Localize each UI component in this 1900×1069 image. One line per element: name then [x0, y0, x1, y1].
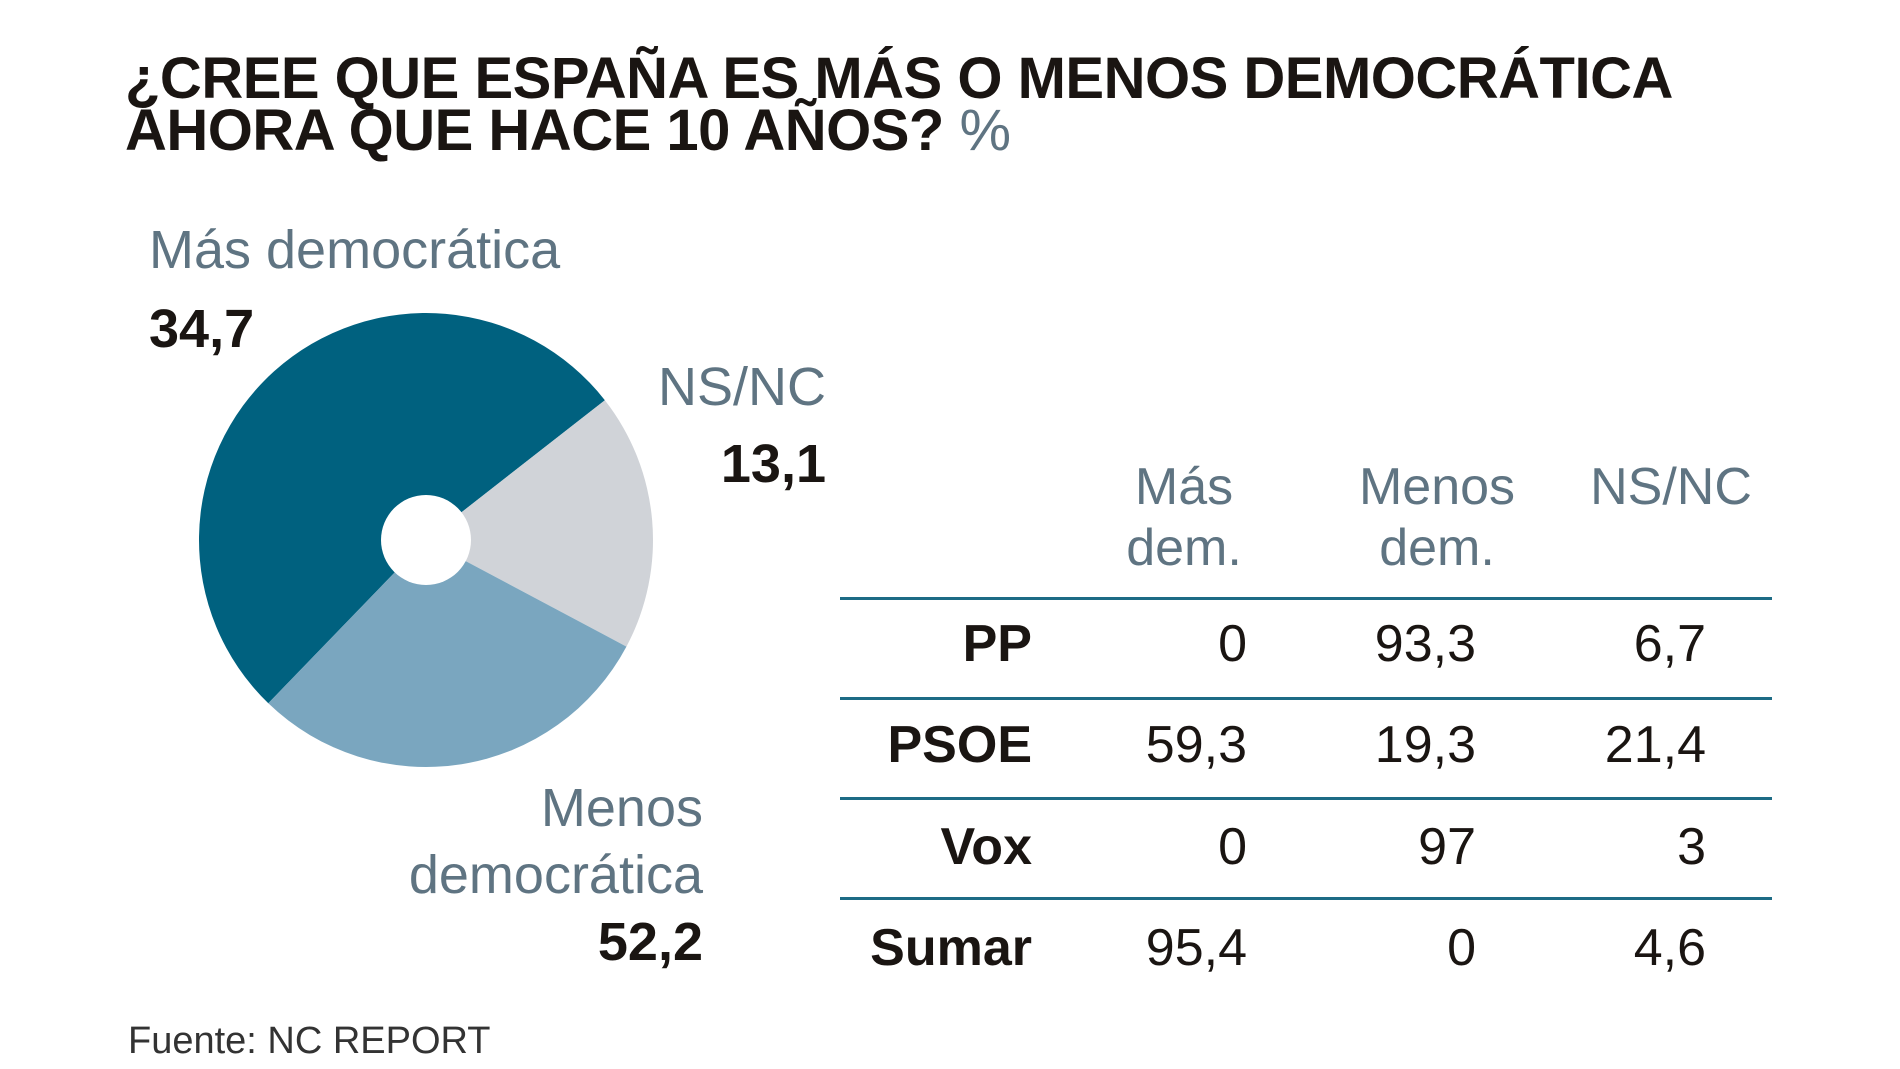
- table-cell: 95,4: [1145, 919, 1247, 977]
- table-rule: [840, 597, 1772, 600]
- chart-title-line2: AHORA QUE HACE 10 AÑOS? %: [125, 96, 1011, 166]
- col-header-nsnc: NS/NC: [1590, 458, 1752, 516]
- col-header-mas-2: dem.: [1126, 519, 1242, 577]
- source-note: Fuente: NC REPORT: [128, 1020, 491, 1062]
- row-party: Vox: [940, 818, 1032, 876]
- slice-value-nsnc: 13,1: [720, 434, 826, 494]
- table-cell: 59,3: [1145, 716, 1247, 774]
- slice-label-nsnc: NS/NC: [657, 357, 826, 417]
- table-rule: [840, 697, 1772, 700]
- chart-title-line1: ¿CREE QUE ESPAÑA ES MÁS O MENOS DEMOCRÁT…: [125, 46, 1673, 111]
- donut-hole: [381, 495, 471, 585]
- unit-label: %: [959, 98, 1011, 163]
- slice-label-menos-2: democrática: [408, 845, 703, 905]
- table-cell: 6,7: [1633, 615, 1706, 673]
- table-cell: 21,4: [1604, 716, 1706, 774]
- title-text: AHORA QUE HACE 10 AÑOS?: [125, 98, 944, 163]
- row-party: Sumar: [870, 919, 1032, 977]
- row-party: PP: [962, 615, 1032, 673]
- slice-label-mas: Más democrática: [149, 220, 561, 280]
- table-cell: 0: [1218, 615, 1247, 673]
- table-cell: 3: [1677, 818, 1706, 876]
- slice-value-menos: 52,2: [597, 912, 703, 972]
- slice-value-mas: 34,7: [149, 299, 255, 359]
- table-cell: 4,6: [1633, 919, 1706, 977]
- table-rule: [840, 897, 1772, 900]
- col-header-mas-1: Más: [1134, 458, 1234, 516]
- table-cell: 97: [1418, 818, 1476, 876]
- pie-slice-1: [426, 400, 653, 647]
- table-cell: 93,3: [1374, 615, 1476, 673]
- row-party: PSOE: [887, 716, 1033, 774]
- table-cell: 0: [1447, 919, 1476, 977]
- table-cell: 0: [1218, 818, 1247, 876]
- pie-slice-2: [268, 540, 627, 768]
- col-header-menos-1: Menos: [1358, 458, 1516, 516]
- col-header-menos-2: dem.: [1379, 519, 1495, 577]
- table-rule: [840, 797, 1772, 800]
- table-cell: 19,3: [1374, 716, 1476, 774]
- slice-label-menos-1: Menos: [540, 778, 703, 838]
